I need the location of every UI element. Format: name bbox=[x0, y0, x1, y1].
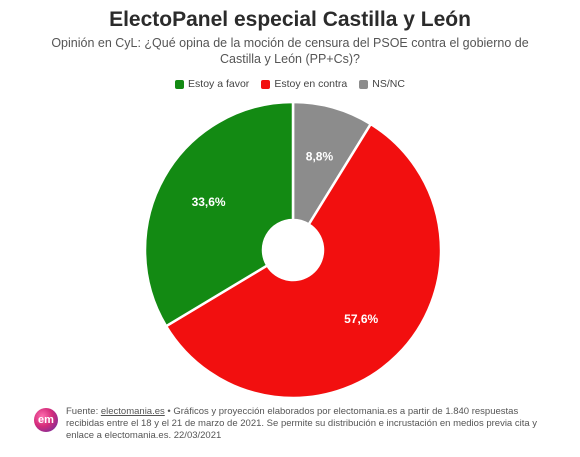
legend-label: Estoy en contra bbox=[274, 78, 348, 90]
legend-swatch bbox=[359, 79, 369, 89]
label-a-favor: 33,6% bbox=[192, 195, 226, 209]
label-en-contra: 57,6% bbox=[344, 312, 378, 326]
legend-label: NS/NC bbox=[372, 78, 405, 90]
legend-item-en-contra[interactable]: Estoy en contra bbox=[261, 78, 347, 90]
legend-label: Estoy a favor bbox=[188, 78, 250, 90]
electomania-logo: em bbox=[34, 408, 58, 432]
donut-chart: 8,8% 57,6% 33,6% bbox=[143, 100, 443, 400]
slice-ns-nc[interactable] bbox=[291, 100, 373, 227]
footer-prefix: Fuente: bbox=[66, 406, 101, 417]
source-link[interactable]: electomania.es bbox=[100, 406, 165, 417]
legend-swatch bbox=[261, 79, 271, 89]
slice-a-favor[interactable] bbox=[143, 100, 295, 328]
slice-en-contra[interactable] bbox=[164, 122, 443, 400]
legend-item-a-favor[interactable]: Estoy a favor bbox=[175, 78, 249, 90]
label-ns-nc: 8,8% bbox=[306, 150, 334, 164]
footer: em Fuente: electomania.es • Gráficos y p… bbox=[34, 406, 554, 442]
footer-description: • Gráficos y proyección elaborados por e… bbox=[66, 406, 538, 441]
chart-subtitle: Opinión en CyL: ¿Qué opina de la moción … bbox=[51, 36, 529, 66]
legend-item-ns-nc[interactable]: NS/NC bbox=[359, 78, 405, 90]
legend: Estoy a favor Estoy en contra NS/NC bbox=[0, 78, 580, 90]
legend-swatch bbox=[175, 79, 185, 89]
footer-source: Fuente: electomania.es • Gráficos y proy… bbox=[66, 406, 546, 442]
chart-title: ElectoPanel especial Castilla y León bbox=[109, 8, 471, 31]
